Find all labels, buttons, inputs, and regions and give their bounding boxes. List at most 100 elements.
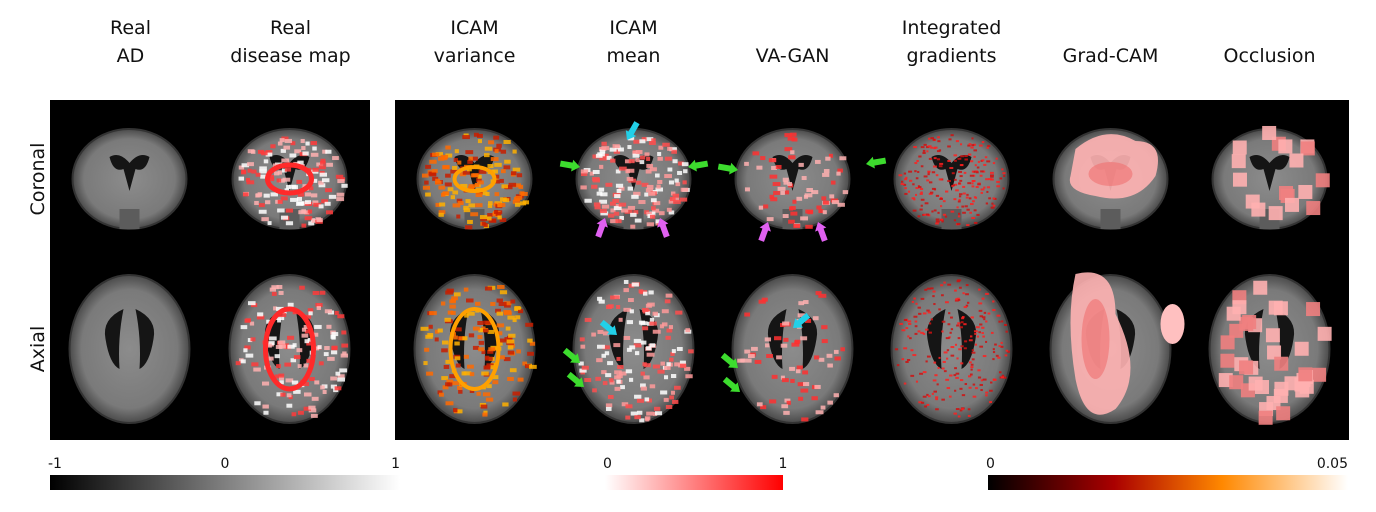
overlay	[671, 349, 676, 354]
overlay	[285, 378, 294, 383]
overlay	[821, 196, 827, 201]
overlay	[642, 307, 649, 312]
overlay	[283, 145, 291, 150]
overlay	[964, 158, 968, 161]
overlay	[469, 388, 475, 393]
overlay	[658, 145, 664, 150]
overlay	[610, 158, 616, 163]
overlay	[646, 222, 655, 227]
overlay	[451, 296, 458, 301]
overlay	[675, 310, 683, 315]
overlay	[627, 136, 635, 141]
overlay	[515, 195, 523, 200]
overlay	[922, 151, 926, 154]
ventricle	[104, 309, 124, 369]
overlay	[629, 345, 636, 350]
overlay	[830, 180, 836, 185]
overlay	[599, 199, 608, 204]
overlay	[928, 157, 933, 160]
overlay	[928, 181, 933, 184]
overlay	[618, 202, 627, 207]
overlay	[905, 327, 909, 330]
overlay	[992, 309, 996, 312]
overlay	[453, 157, 458, 162]
overlay	[811, 190, 819, 195]
overlay	[927, 170, 931, 173]
overlay	[328, 194, 337, 199]
overlay	[974, 332, 977, 335]
overlay	[945, 337, 950, 340]
overlay	[761, 297, 768, 302]
overlay	[319, 290, 326, 295]
overlay	[441, 376, 448, 381]
overlay	[958, 286, 962, 289]
overlay	[311, 218, 317, 223]
overlay	[971, 351, 976, 354]
overlay-block	[1312, 367, 1327, 382]
overlay	[584, 198, 592, 203]
overlay	[994, 343, 997, 346]
overlay	[938, 356, 941, 359]
overlay	[444, 182, 452, 187]
overlay	[424, 347, 430, 352]
overlay	[635, 150, 643, 155]
overlay	[956, 222, 961, 225]
overlay	[593, 202, 601, 207]
overlay	[923, 213, 927, 216]
overlay	[980, 188, 985, 191]
overlay	[760, 405, 767, 410]
overlay	[756, 402, 763, 407]
overlay	[805, 209, 814, 214]
overlay	[280, 215, 289, 220]
overlay	[917, 215, 921, 218]
overlay	[613, 343, 621, 348]
overlay	[580, 344, 586, 349]
overlay	[434, 329, 440, 334]
overlay	[913, 198, 916, 201]
overlay	[601, 141, 607, 146]
overlay	[971, 182, 974, 185]
overlay-block	[1278, 139, 1293, 154]
overlay	[818, 209, 824, 214]
overlay	[299, 285, 305, 290]
overlay	[442, 165, 450, 170]
brain-image	[1049, 272, 1185, 424]
overlay	[992, 358, 995, 361]
overlay	[925, 328, 929, 331]
overlay	[919, 372, 924, 375]
overlay	[963, 323, 967, 326]
overlay	[920, 165, 924, 168]
overlay-block	[1274, 381, 1289, 396]
overlay	[616, 304, 621, 309]
overlay	[309, 377, 315, 382]
overlay	[646, 352, 655, 357]
overlay	[498, 338, 506, 343]
overlay	[803, 382, 810, 387]
overlay	[926, 393, 929, 396]
overlay	[667, 146, 673, 151]
overlay	[967, 182, 972, 185]
overlay	[670, 374, 677, 379]
colorbar-gray	[50, 475, 400, 490]
overlay	[457, 409, 463, 414]
column-header: Grad-CAM	[1063, 45, 1159, 67]
overlay	[245, 177, 251, 182]
brain-image	[71, 128, 188, 230]
overlay-block	[1220, 335, 1235, 350]
overlay	[972, 383, 976, 386]
overlay	[744, 312, 751, 317]
overlay	[960, 362, 964, 365]
arrow	[717, 162, 738, 175]
overlay	[507, 376, 514, 381]
overlay	[477, 180, 484, 185]
overlay-block	[1253, 280, 1268, 295]
overlay	[937, 211, 940, 214]
brain	[731, 274, 854, 424]
overlay	[944, 215, 948, 218]
overlay	[486, 363, 494, 368]
overlay	[827, 400, 833, 405]
overlay	[274, 171, 280, 176]
colorbar-tick-label: -1	[48, 456, 62, 472]
overlay	[320, 385, 325, 390]
overlay	[971, 144, 975, 147]
